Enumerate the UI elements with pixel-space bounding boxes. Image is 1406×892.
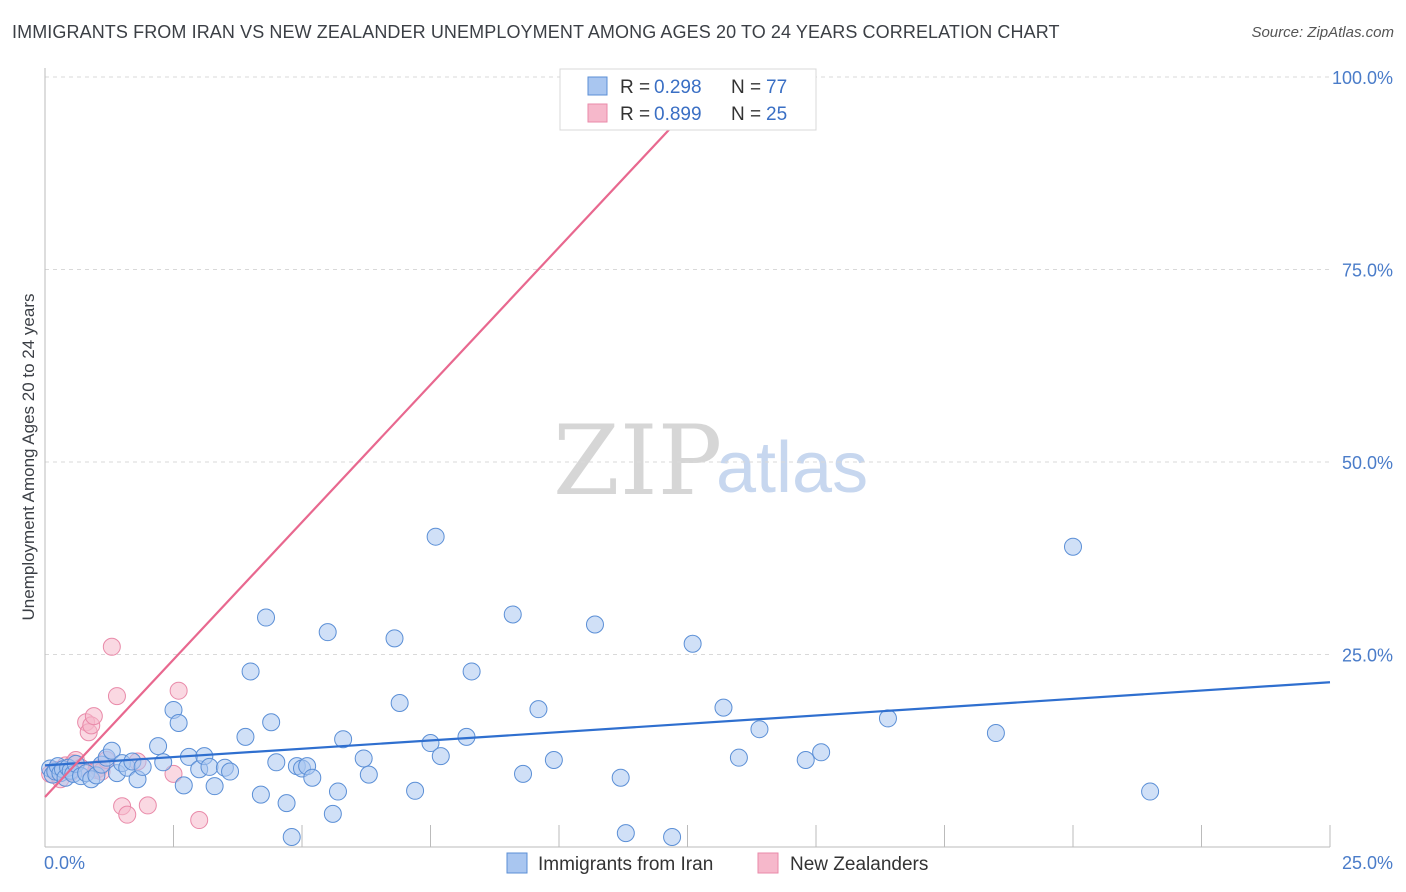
point-immigrants-from-iran xyxy=(750,720,769,739)
watermark: ZIP atlas xyxy=(553,405,868,517)
point-immigrants-from-iran xyxy=(205,777,224,796)
point-immigrants-from-iran xyxy=(1064,537,1082,556)
point-immigrants-from-iran xyxy=(318,623,337,642)
point-immigrants-from-iran xyxy=(462,662,481,681)
point-immigrants-from-iran xyxy=(878,709,897,728)
legend-r-value-blue: 0.298 xyxy=(654,77,702,98)
legend-swatch-pink xyxy=(587,103,608,123)
point-new-zealander xyxy=(84,707,103,726)
y-tick-label: 75.0% xyxy=(1342,261,1393,281)
y-tick-label: 100.0% xyxy=(1332,68,1393,88)
point-immigrants-from-iran xyxy=(529,700,548,719)
point-immigrants-from-iran xyxy=(1141,782,1160,801)
point-immigrants-from-iran xyxy=(385,629,404,648)
point-immigrants-from-iran xyxy=(796,750,815,769)
point-immigrants-from-iran xyxy=(406,781,425,800)
point-immigrants-from-iran xyxy=(262,713,281,732)
point-new-zealander xyxy=(190,811,209,830)
y-tick-label: 25.0% xyxy=(1342,646,1393,666)
legend-r-label: R = xyxy=(620,104,650,125)
point-immigrants-from-iran xyxy=(611,768,630,787)
legend-label-immigrants-from-iran: Immigrants from Iran xyxy=(538,854,713,875)
point-immigrants-from-iran xyxy=(334,730,353,749)
point-immigrants-from-iran xyxy=(200,757,219,776)
axis-ticks: 25.0% 50.0% 75.0% 100.0% 0.0% 25.0% xyxy=(44,68,1393,873)
point-immigrants-from-iran xyxy=(169,714,188,733)
point-immigrants-from-iran xyxy=(431,747,450,766)
point-new-zealander xyxy=(118,805,137,824)
point-immigrants-from-iran xyxy=(812,743,831,762)
correlation-legend: R = 0.298 N = 77 R = 0.899 N = 25 xyxy=(559,68,817,131)
point-immigrants-from-iran xyxy=(102,741,121,760)
legend-swatch-new-zealanders xyxy=(757,852,779,874)
point-new-zealander xyxy=(169,681,188,700)
series-legend: Immigrants from Iran New Zealanders xyxy=(506,852,928,875)
point-immigrants-from-iran xyxy=(585,615,604,634)
point-immigrants-from-iran xyxy=(282,827,301,846)
watermark-atlas: atlas xyxy=(716,428,868,508)
point-immigrants-from-iran xyxy=(359,765,378,784)
point-immigrants-from-iran xyxy=(616,824,635,843)
point-immigrants-from-iran xyxy=(544,750,563,769)
watermark-zip: ZIP xyxy=(553,405,722,517)
point-immigrants-from-iran xyxy=(683,634,702,653)
trend-lines xyxy=(44,76,1331,798)
point-immigrants-from-iran xyxy=(303,768,322,787)
legend-r-label: R = xyxy=(620,77,650,98)
y-tick-label: 50.0% xyxy=(1342,453,1393,473)
point-immigrants-from-iran xyxy=(277,794,296,813)
x-tick-label: 0.0% xyxy=(44,853,85,873)
legend-n-value-pink: 25 xyxy=(766,104,787,125)
series-immigrants-from-iran xyxy=(41,527,1160,846)
point-new-zealander xyxy=(164,764,183,783)
chart-title: IMMIGRANTS FROM IRAN VS NEW ZEALANDER UN… xyxy=(12,22,1060,42)
point-immigrants-from-iran xyxy=(714,698,733,717)
point-immigrants-from-iran xyxy=(503,605,522,624)
x-tick-label: 25.0% xyxy=(1342,853,1393,873)
point-immigrants-from-iran xyxy=(426,527,445,546)
point-immigrants-from-iran xyxy=(986,724,1005,743)
point-new-zealander xyxy=(102,637,121,656)
point-immigrants-from-iran xyxy=(390,694,409,713)
point-immigrants-from-iran xyxy=(323,804,342,823)
trend-line-new-zealanders xyxy=(44,76,720,798)
gridlines xyxy=(45,76,1330,655)
point-immigrants-from-iran xyxy=(663,827,682,846)
point-immigrants-from-iran xyxy=(174,776,193,795)
axes xyxy=(44,68,1331,848)
point-immigrants-from-iran xyxy=(149,737,168,756)
point-immigrants-from-iran xyxy=(257,608,276,627)
point-immigrants-from-iran xyxy=(236,727,255,746)
source-attribution: Source: ZipAtlas.com xyxy=(1251,24,1394,41)
legend-label-new-zealanders: New Zealanders xyxy=(790,854,928,875)
point-immigrants-from-iran xyxy=(241,662,260,681)
point-new-zealander xyxy=(107,687,126,706)
point-new-zealander xyxy=(138,796,157,815)
point-immigrants-from-iran xyxy=(421,734,440,753)
legend-swatch-blue xyxy=(587,76,608,96)
series-new-zealanders xyxy=(41,637,209,830)
point-immigrants-from-iran xyxy=(221,762,240,781)
point-immigrants-from-iran xyxy=(729,748,748,767)
legend-swatch-immigrants-from-iran xyxy=(506,852,528,874)
legend-r-value-pink: 0.899 xyxy=(654,104,702,125)
point-immigrants-from-iran xyxy=(328,782,347,801)
y-axis-label: Unemployment Among Ages 20 to 24 years xyxy=(19,294,38,621)
point-immigrants-from-iran xyxy=(514,764,533,783)
point-immigrants-from-iran xyxy=(251,785,270,804)
legend-n-label: N = xyxy=(731,77,761,98)
legend-n-label: N = xyxy=(731,104,761,125)
point-immigrants-from-iran xyxy=(354,749,373,768)
legend-n-value-blue: 77 xyxy=(766,77,787,98)
trend-line-immigrants-from-iran xyxy=(44,681,1331,767)
point-immigrants-from-iran xyxy=(267,753,286,772)
point-immigrants-from-iran xyxy=(133,757,152,776)
